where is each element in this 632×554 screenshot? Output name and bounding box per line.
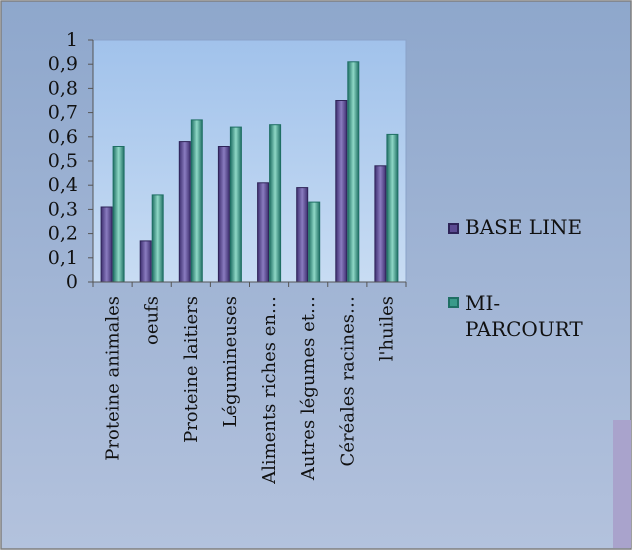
legend-item-miparcourt: MI- PARCOURT — [448, 290, 583, 342]
bar-miparcourt-6 — [347, 61, 360, 283]
x-tick-label: Aliments riches en… — [259, 296, 280, 485]
bar-baseline-4 — [257, 182, 270, 283]
legend-label-miparcourt: MI- PARCOURT — [465, 291, 583, 341]
x-tick-label: Proteine animales — [103, 296, 124, 461]
y-tick-label: 0,6 — [48, 126, 78, 148]
y-tick-label: 1 — [66, 29, 78, 51]
corner-accent — [613, 420, 631, 548]
legend-swatch-miparcourt — [448, 297, 459, 308]
bar-baseline-2 — [178, 141, 191, 283]
y-tick-label: 0,5 — [48, 150, 78, 172]
y-tick-label: 0,8 — [48, 77, 78, 99]
x-tick-label: Légumineuses — [220, 296, 241, 428]
x-tick-label: Céréales racines… — [337, 296, 358, 466]
bar-miparcourt-5 — [308, 201, 321, 283]
y-tick-label: 0,9 — [48, 53, 78, 75]
bar-baseline-5 — [296, 187, 309, 283]
bar-miparcourt-4 — [269, 124, 282, 283]
x-tick-label: Proteine laitiers — [181, 296, 202, 443]
y-tick-label: 0,4 — [48, 174, 78, 196]
x-tick-label: Autres légumes et… — [298, 296, 319, 481]
bar-miparcourt-3 — [229, 126, 242, 283]
bar-miparcourt-2 — [190, 119, 203, 283]
bar-baseline-1 — [139, 240, 152, 283]
bar-baseline-3 — [217, 146, 230, 283]
y-tick-label: 0,7 — [48, 102, 78, 124]
bar-miparcourt-1 — [151, 194, 164, 283]
bar-baseline-0 — [100, 206, 113, 283]
y-tick-label: 0,2 — [48, 223, 78, 245]
legend-item-baseline: BASE LINE — [448, 214, 582, 240]
x-tick-label: l'huiles — [376, 296, 397, 361]
bar-baseline-7 — [374, 165, 387, 283]
bar-miparcourt-0 — [112, 146, 125, 283]
legend-swatch-baseline — [448, 223, 459, 234]
bar-miparcourt-7 — [386, 133, 399, 283]
y-tick-label: 0 — [66, 271, 78, 293]
y-tick-label: 0,3 — [48, 198, 78, 220]
bar-baseline-6 — [335, 100, 348, 283]
legend-label-baseline: BASE LINE — [465, 215, 583, 239]
x-tick-label: oeufs — [142, 296, 163, 345]
y-tick-label: 0,1 — [48, 247, 78, 269]
